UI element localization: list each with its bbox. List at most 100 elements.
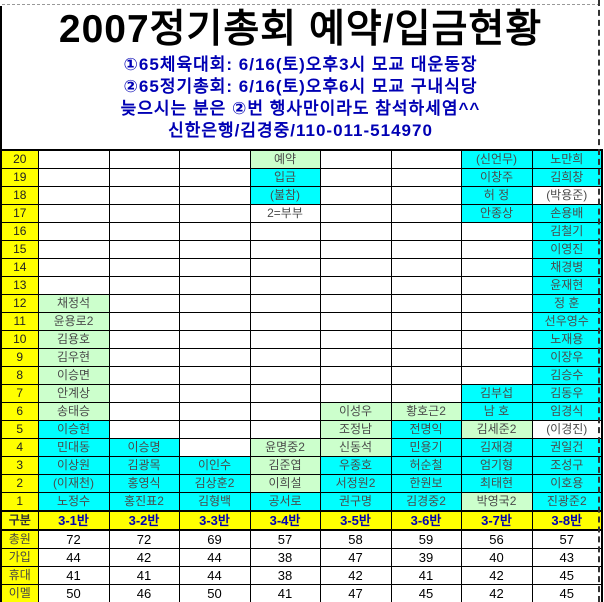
cell-r11-c5[interactable] xyxy=(319,312,392,331)
stat-value-r1-c8[interactable]: 43 xyxy=(531,548,603,567)
cell-r20-c7[interactable]: (신언무) xyxy=(460,149,533,169)
cell-r17-c6[interactable] xyxy=(390,204,462,223)
kubun-label[interactable]: 구분 xyxy=(0,510,39,531)
row-header-10[interactable]: 10 xyxy=(0,330,39,349)
stat-value-r0-c6[interactable]: 59 xyxy=(390,529,462,549)
stat-value-r2-c3[interactable]: 44 xyxy=(178,566,251,585)
class-header-6[interactable]: 3-6반 xyxy=(390,510,462,531)
stat-value-r0-c3[interactable]: 69 xyxy=(178,529,251,549)
cell-r10-c8[interactable]: 노재용 xyxy=(531,330,603,349)
cell-r15-c7[interactable] xyxy=(460,240,533,259)
cell-r10-c3[interactable] xyxy=(178,330,251,349)
cell-r1-c4[interactable]: 공서로 xyxy=(249,492,321,512)
cell-r5-c6[interactable]: 전명익 xyxy=(390,420,462,439)
cell-r12-c4[interactable] xyxy=(249,294,321,313)
row-header-17[interactable]: 17 xyxy=(0,204,39,223)
cell-r14-c2[interactable] xyxy=(108,258,180,277)
cell-r18-c6[interactable] xyxy=(390,186,462,205)
stat-value-r0-c1[interactable]: 72 xyxy=(37,529,110,549)
stat-value-r1-c1[interactable]: 44 xyxy=(37,548,110,567)
row-header-5[interactable]: 5 xyxy=(0,420,39,439)
cell-r13-c4[interactable] xyxy=(249,276,321,295)
cell-r17-c4[interactable]: 2=부부 xyxy=(249,204,321,223)
cell-r4-c6[interactable]: 민용기 xyxy=(390,438,462,457)
cell-r1-c3[interactable]: 김형백 xyxy=(178,492,251,512)
cell-r11-c7[interactable] xyxy=(460,312,533,331)
class-header-2[interactable]: 3-2반 xyxy=(108,510,180,531)
cell-r1-c2[interactable]: 홍진표2 xyxy=(108,492,180,512)
stat-value-r2-c1[interactable]: 41 xyxy=(37,566,110,585)
cell-r6-c3[interactable] xyxy=(178,402,251,421)
cell-r19-c4[interactable]: 입금 xyxy=(249,168,321,187)
cell-r4-c5[interactable]: 신동석 xyxy=(319,438,392,457)
cell-r7-c6[interactable] xyxy=(390,384,462,403)
cell-r10-c7[interactable] xyxy=(460,330,533,349)
stat-value-r3-c8[interactable]: 45 xyxy=(531,584,603,602)
cell-r17-c8[interactable]: 손용배 xyxy=(531,204,603,223)
cell-r7-c3[interactable] xyxy=(178,384,251,403)
row-header-19[interactable]: 19 xyxy=(0,168,39,187)
row-header-6[interactable]: 6 xyxy=(0,402,39,421)
cell-r16-c1[interactable] xyxy=(37,222,110,241)
cell-r3-c8[interactable]: 조성구 xyxy=(531,456,603,475)
cell-r14-c6[interactable] xyxy=(390,258,462,277)
cell-r8-c8[interactable]: 김승수 xyxy=(531,366,603,385)
cell-r18-c7[interactable]: 허 정 xyxy=(460,186,533,205)
cell-r3-c2[interactable]: 김광목 xyxy=(108,456,180,475)
cell-r18-c8[interactable]: (박용준) xyxy=(531,186,603,205)
stat-value-r2-c8[interactable]: 45 xyxy=(531,566,603,585)
cell-r16-c3[interactable] xyxy=(178,222,251,241)
class-header-8[interactable]: 3-8반 xyxy=(531,510,603,531)
cell-r13-c8[interactable]: 윤재현 xyxy=(531,276,603,295)
cell-r7-c7[interactable]: 김부섭 xyxy=(460,384,533,403)
cell-r10-c5[interactable] xyxy=(319,330,392,349)
stat-label-3[interactable]: 이멜 xyxy=(0,584,39,602)
cell-r20-c6[interactable] xyxy=(390,149,462,169)
cell-r10-c4[interactable] xyxy=(249,330,321,349)
cell-r19-c1[interactable] xyxy=(37,168,110,187)
cell-r7-c8[interactable]: 김동우 xyxy=(531,384,603,403)
row-header-1[interactable]: 1 xyxy=(0,492,39,512)
cell-r15-c8[interactable]: 이영진 xyxy=(531,240,603,259)
stat-value-r2-c2[interactable]: 41 xyxy=(108,566,180,585)
cell-r11-c1[interactable]: 윤용로2 xyxy=(37,312,110,331)
cell-r13-c7[interactable] xyxy=(460,276,533,295)
cell-r5-c5[interactable]: 조정남 xyxy=(319,420,392,439)
row-header-3[interactable]: 3 xyxy=(0,456,39,475)
cell-r4-c2[interactable]: 이승명 xyxy=(108,438,180,457)
cell-r17-c7[interactable]: 안종상 xyxy=(460,204,533,223)
cell-r14-c4[interactable] xyxy=(249,258,321,277)
cell-r10-c1[interactable]: 김용호 xyxy=(37,330,110,349)
stat-value-r3-c6[interactable]: 45 xyxy=(390,584,462,602)
cell-r11-c2[interactable] xyxy=(108,312,180,331)
stat-value-r1-c2[interactable]: 42 xyxy=(108,548,180,567)
class-header-7[interactable]: 3-7반 xyxy=(460,510,533,531)
cell-r14-c3[interactable] xyxy=(178,258,251,277)
cell-r10-c2[interactable] xyxy=(108,330,180,349)
cell-r19-c7[interactable]: 이창주 xyxy=(460,168,533,187)
cell-r5-c8[interactable]: (이경진) xyxy=(531,420,603,439)
cell-r13-c1[interactable] xyxy=(37,276,110,295)
cell-r16-c7[interactable] xyxy=(460,222,533,241)
cell-r4-c4[interactable]: 윤명중2 xyxy=(249,438,321,457)
cell-r5-c7[interactable]: 김세준2 xyxy=(460,420,533,439)
cell-r8-c2[interactable] xyxy=(108,366,180,385)
cell-r5-c4[interactable] xyxy=(249,420,321,439)
cell-r2-c5[interactable]: 서정원2 xyxy=(319,474,392,493)
cell-r1-c5[interactable]: 권구명 xyxy=(319,492,392,512)
cell-r2-c3[interactable]: 김상훈2 xyxy=(178,474,251,493)
cell-r9-c4[interactable] xyxy=(249,348,321,367)
cell-r8-c7[interactable] xyxy=(460,366,533,385)
row-header-8[interactable]: 8 xyxy=(0,366,39,385)
cell-r18-c2[interactable] xyxy=(108,186,180,205)
cell-r4-c1[interactable]: 민대동 xyxy=(37,438,110,457)
stat-label-0[interactable]: 총원 xyxy=(0,529,39,549)
cell-r8-c5[interactable] xyxy=(319,366,392,385)
row-header-14[interactable]: 14 xyxy=(0,258,39,277)
cell-r20-c2[interactable] xyxy=(108,149,180,169)
row-header-9[interactable]: 9 xyxy=(0,348,39,367)
cell-r16-c8[interactable]: 김철기 xyxy=(531,222,603,241)
cell-r20-c1[interactable] xyxy=(37,149,110,169)
stat-value-r2-c5[interactable]: 42 xyxy=(319,566,392,585)
row-header-11[interactable]: 11 xyxy=(0,312,39,331)
